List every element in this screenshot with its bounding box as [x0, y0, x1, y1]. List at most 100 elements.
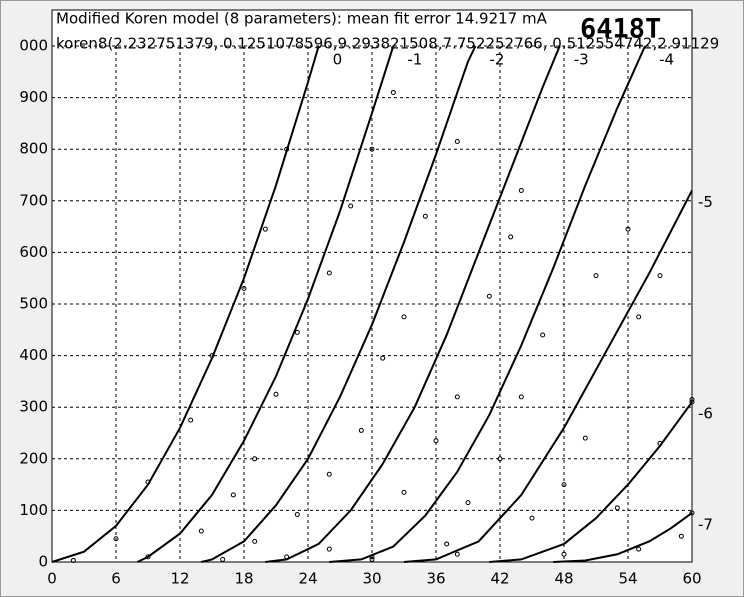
y-tick-label: 500: [19, 295, 48, 313]
measured-point: [433, 438, 439, 444]
measured-point: [284, 554, 290, 560]
measured-point: [220, 556, 226, 562]
measured-point: [529, 515, 535, 521]
x-tick-label: 54: [618, 570, 637, 588]
measured-point: [70, 557, 76, 563]
measured-point: [326, 471, 332, 477]
measured-point: [465, 500, 471, 506]
measured-point: [209, 353, 215, 359]
measured-point: [614, 505, 620, 511]
x-tick-label: 0: [47, 570, 57, 588]
y-tick-label: 600: [19, 243, 48, 261]
measured-point: [497, 456, 503, 462]
measured-point: [689, 510, 695, 516]
x-tick-label: 60: [682, 570, 701, 588]
curve: [51, 45, 320, 563]
x-tick-label: 24: [298, 570, 317, 588]
measured-point: [113, 536, 119, 542]
curve-label: -7: [698, 515, 713, 533]
measured-point: [625, 226, 631, 232]
curve-label: 0: [333, 51, 343, 69]
measured-point: [284, 146, 290, 152]
measured-point: [401, 314, 407, 320]
measured-point: [422, 213, 428, 219]
measured-point: [561, 482, 567, 488]
annotation: koren8(2.232751379, 0.1251078596,9.29382…: [56, 35, 719, 53]
measured-point: [518, 187, 524, 193]
curve-label: -2: [489, 51, 504, 69]
x-tick-label: 12: [170, 570, 189, 588]
measured-point: [380, 355, 386, 361]
curve: [489, 401, 693, 563]
measured-point: [358, 427, 364, 433]
measured-point: [369, 146, 375, 152]
measured-point: [188, 417, 194, 423]
y-tick-label: 700: [19, 191, 48, 209]
measured-point: [689, 396, 695, 402]
curve: [553, 512, 693, 563]
measured-point: [348, 203, 354, 209]
x-tick-label: 36: [426, 570, 445, 588]
subtitle: Modified Koren model (8 parameters): mea…: [56, 10, 548, 28]
measured-point: [454, 138, 460, 144]
x-tick-label: 30: [362, 570, 381, 588]
measured-point: [369, 556, 375, 562]
measured-point: [401, 489, 407, 495]
y-tick-label: 300: [19, 398, 48, 416]
measured-point: [252, 456, 258, 462]
curve-label: -6: [698, 405, 713, 423]
measured-point: [486, 293, 492, 299]
measured-point: [444, 541, 450, 547]
y-tick-label: 000: [19, 37, 48, 55]
measured-point: [262, 226, 268, 232]
measured-point: [454, 551, 460, 557]
measured-point: [593, 273, 599, 279]
y-tick-label: 800: [19, 140, 48, 158]
y-tick-label: 100: [19, 501, 48, 519]
curve: [201, 45, 477, 563]
x-tick-label: 18: [234, 570, 253, 588]
measured-point: [689, 399, 695, 405]
x-tick-label: 42: [490, 570, 509, 588]
measured-point: [273, 391, 279, 397]
y-tick-label: 400: [19, 346, 48, 364]
measured-point: [252, 538, 258, 544]
measured-point: [230, 492, 236, 498]
measured-point: [636, 546, 642, 552]
y-tick-label: 900: [19, 88, 48, 106]
measured-point: [636, 314, 642, 320]
measured-point: [390, 89, 396, 95]
measured-point: [369, 554, 375, 560]
measured-point: [540, 332, 546, 338]
measured-point: [678, 533, 684, 539]
y-tick-label: 200: [19, 449, 48, 467]
measured-point: [561, 551, 567, 557]
measured-point: [657, 440, 663, 446]
measured-point: [508, 234, 514, 240]
curve: [403, 190, 693, 563]
x-tick-label: 48: [554, 570, 573, 588]
measured-point: [582, 435, 588, 441]
measured-point: [241, 286, 247, 292]
curve-label: -4: [659, 51, 674, 69]
measured-point: [294, 329, 300, 335]
measured-point: [145, 554, 151, 560]
curve-label: -5: [698, 193, 713, 211]
measured-point: [454, 394, 460, 400]
curve: [265, 45, 561, 563]
chart-title: 6418T: [580, 14, 661, 45]
measured-point: [294, 512, 300, 518]
measured-point: [326, 270, 332, 276]
curve: [329, 45, 646, 563]
curve-label: -1: [407, 51, 422, 69]
measured-point: [145, 479, 151, 485]
measured-point: [198, 528, 204, 534]
y-tick-label: 0: [38, 553, 48, 571]
curve-label: -3: [574, 51, 589, 69]
measured-point: [657, 273, 663, 279]
measured-point: [326, 546, 332, 552]
curve: [136, 45, 395, 563]
x-tick-label: 6: [111, 570, 121, 588]
